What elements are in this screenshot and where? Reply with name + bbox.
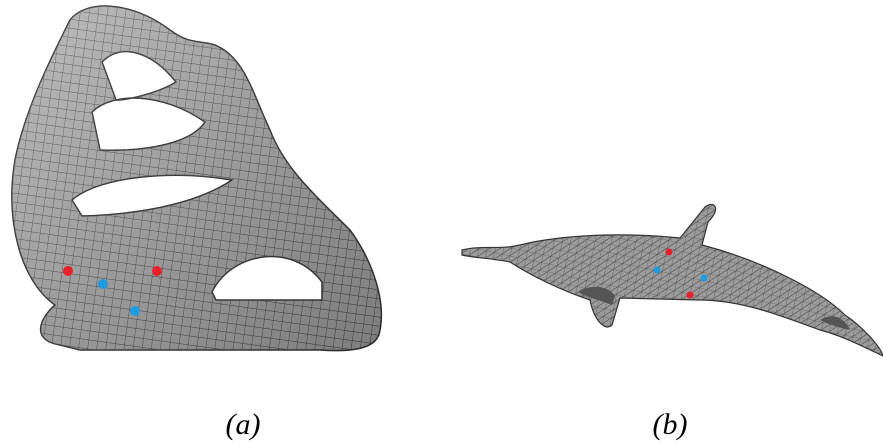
feature-point bbox=[63, 266, 73, 276]
panel-label: (b) bbox=[653, 408, 688, 441]
feature-point bbox=[130, 306, 140, 316]
sculpture-mesh bbox=[12, 6, 381, 351]
feature-point bbox=[687, 292, 694, 299]
page: {"panels": [{"label": "(a)"}, {"label": … bbox=[0, 0, 883, 448]
feature-point bbox=[152, 266, 162, 276]
panel-label: (a) bbox=[226, 408, 261, 441]
feature-point bbox=[666, 249, 673, 256]
dolphin-mesh bbox=[462, 204, 883, 356]
feature-point bbox=[654, 267, 661, 274]
figure: (a) (b) bbox=[0, 0, 883, 448]
feature-point bbox=[701, 275, 708, 282]
feature-point bbox=[98, 279, 108, 289]
